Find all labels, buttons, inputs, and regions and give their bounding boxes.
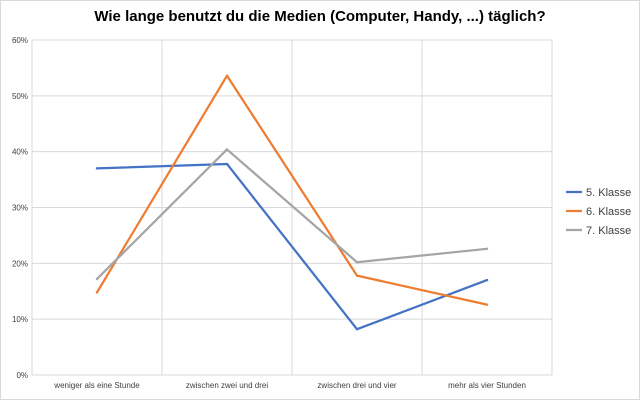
data-point: [485, 247, 489, 251]
y-tick-label: 0%: [16, 371, 28, 380]
series-line-1: [95, 162, 489, 331]
series-lines: [95, 74, 489, 331]
legend-label: 5. Klasse: [586, 187, 631, 199]
data-point: [95, 291, 99, 294]
data-point: [485, 278, 489, 282]
y-tick-label: 10%: [12, 315, 28, 324]
x-category-label: zwischen zwei und drei: [186, 381, 268, 390]
series-line-2: [95, 74, 489, 306]
data-point: [225, 162, 229, 166]
y-tick-label: 50%: [12, 92, 28, 101]
x-category-label: mehr als vier Stunden: [448, 381, 526, 390]
series-line-3: [95, 148, 489, 281]
data-point: [95, 167, 99, 170]
grid: [31, 39, 553, 376]
data-point: [355, 328, 359, 331]
data-point: [225, 74, 229, 77]
data-point: [355, 261, 359, 264]
data-point: [355, 274, 359, 277]
legend-label: 6. Klasse: [586, 206, 631, 218]
data-point: [95, 277, 99, 281]
x-category-label: weniger als eine Stunde: [53, 381, 140, 390]
x-category-label: zwischen drei und vier: [317, 381, 396, 390]
y-tick-label: 20%: [12, 259, 28, 268]
y-tick-label: 40%: [12, 148, 28, 157]
x-axis: weniger als eine Stunde zwischen zwei und…: [53, 381, 526, 390]
chart-title: Wie lange benutzt du die Medien (Compute…: [94, 8, 546, 25]
y-tick-label: 30%: [12, 204, 28, 213]
data-point: [485, 303, 489, 306]
y-axis: 0% 10% 20% 30% 40% 50% 60%: [12, 36, 28, 380]
legend: 5. Klasse 6. Klasse 7. Klasse: [566, 187, 631, 237]
y-tick-label: 60%: [12, 36, 28, 45]
data-point: [225, 148, 229, 151]
legend-label: 7. Klasse: [586, 225, 631, 237]
